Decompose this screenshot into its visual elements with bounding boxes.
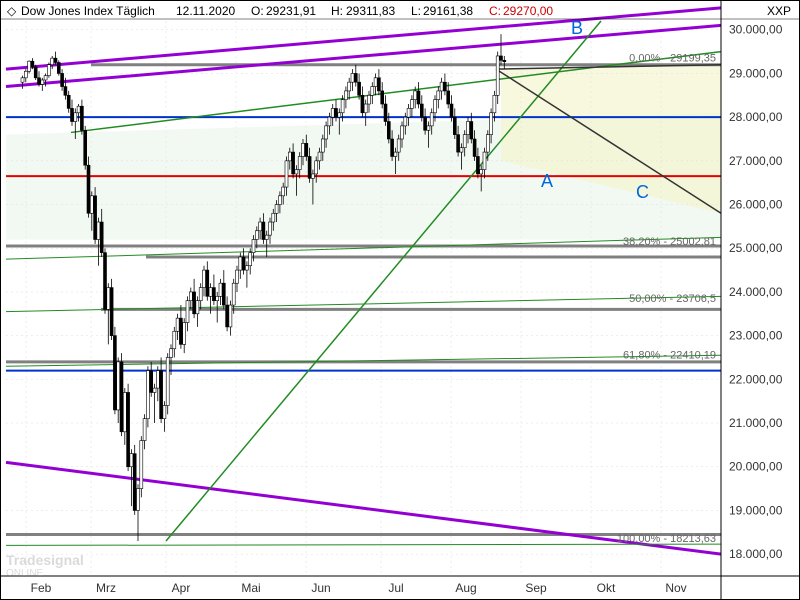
y-axis-tick: 27.000,00	[729, 154, 783, 168]
x-axis-month: Apr	[172, 581, 191, 595]
x-axis-month: Jun	[311, 581, 330, 595]
y-axis-tick: 24.000,00	[729, 285, 783, 299]
ohlc-l-value: 29161,38	[423, 4, 473, 18]
chart-title: Dow Jones Index Täglich	[21, 4, 155, 18]
ohlc-h-value: 29311,83	[346, 4, 395, 18]
x-axis-month: Feb	[31, 581, 52, 595]
ohlc-c-label: C:	[489, 4, 501, 18]
watermark: Tradesignal ONLINE	[6, 552, 84, 579]
fib-level-label: 50,00% - 23706,5	[629, 293, 716, 305]
y-axis-tick: 23.000,00	[729, 329, 783, 343]
y-axis-tick: 18.000,00	[729, 547, 783, 561]
fib-level-label: 100,00% - 18213,63	[617, 533, 716, 545]
y-axis-tick: 30.000,00	[729, 23, 783, 37]
chart-date: 12.11.2020	[176, 4, 235, 18]
x-axis-month: Aug	[455, 581, 476, 595]
x-axis-month: Nov	[665, 581, 686, 595]
fib-level-label: 61,80% - 22410,19	[623, 349, 716, 361]
elliott-wave-label: A	[541, 171, 553, 191]
y-axis-tick: 25.000,00	[729, 241, 783, 255]
y-axis-tick: 20.000,00	[729, 460, 783, 474]
chart-container: 18.000,00 19.000,00 20.000,00 21.000,00 22.0…	[0, 0, 800, 600]
y-axis-tick: 29.000,00	[729, 66, 783, 80]
watermark-brand: Tradesignal	[6, 552, 84, 568]
elliott-wave-label: B	[571, 18, 583, 38]
watermark-sub: ONLINE	[6, 568, 84, 579]
y-axis-tick: 21.000,00	[729, 416, 783, 430]
price-chart: 18.000,00 19.000,00 20.000,00 21.000,00 22.0…	[1, 1, 800, 600]
y-axis-tick: 22.000,00	[729, 372, 783, 386]
y-axis-tick: 26.000,00	[729, 198, 783, 212]
ohlc-l-label: L:	[411, 4, 421, 18]
fib-level-label: 0,00% - 29199,35	[629, 53, 716, 65]
x-axis-month: Mrz	[96, 581, 116, 595]
y-axis-tick: 28.000,00	[729, 110, 783, 124]
x-axis-month: Jul	[388, 581, 403, 595]
ohlc-c-value: 29270,00	[503, 4, 553, 18]
ohlc-o-label: O:	[251, 4, 264, 18]
y-axis-tick: 19.000,00	[729, 503, 783, 517]
x-axis-month: Sep	[525, 581, 547, 595]
elliott-wave-label: C	[636, 182, 649, 202]
ohlc-o-value: 29231,91	[266, 4, 316, 18]
symbol-marker: ◇	[7, 4, 16, 18]
x-axis-month: Okt	[597, 581, 616, 595]
ohlc-h-label: H:	[331, 4, 343, 18]
right-symbol: XXP	[767, 4, 791, 18]
x-axis-month: Mai	[241, 581, 260, 595]
fib-level-label: 38,20% - 25002,81	[623, 236, 716, 248]
